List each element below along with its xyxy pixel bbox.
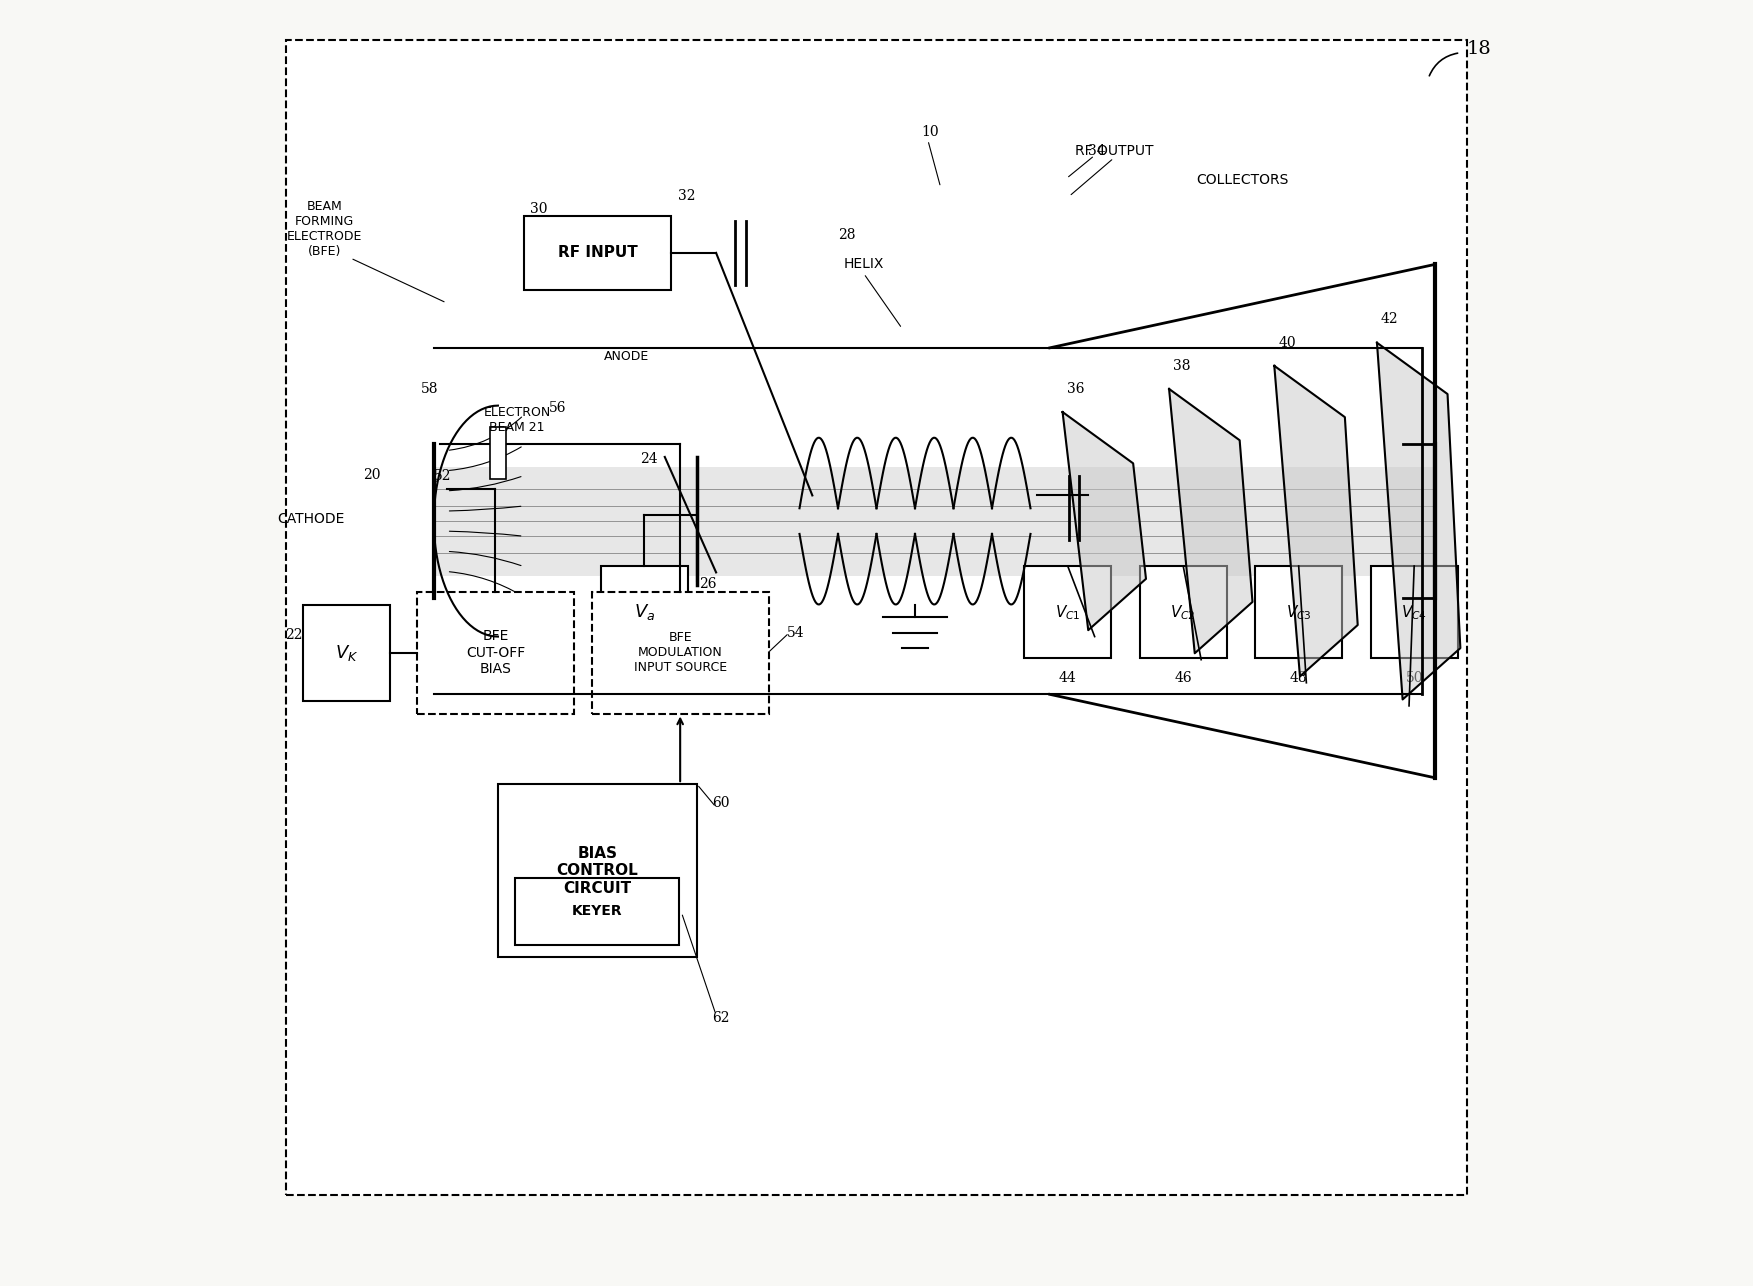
Text: $V_{C2}$: $V_{C2}$ <box>1171 603 1196 621</box>
Text: 56: 56 <box>549 401 566 415</box>
Text: BFE
MODULATION
INPUT SOURCE: BFE MODULATION INPUT SOURCE <box>633 631 727 674</box>
FancyBboxPatch shape <box>1139 566 1227 658</box>
Text: $V_K$: $V_K$ <box>335 643 358 662</box>
Text: 34: 34 <box>1089 144 1106 158</box>
Text: 36: 36 <box>1066 382 1083 396</box>
Text: 40: 40 <box>1278 336 1295 350</box>
Text: 48: 48 <box>1290 671 1308 685</box>
Polygon shape <box>1376 343 1460 700</box>
Text: 38: 38 <box>1173 359 1190 373</box>
Text: $V_{C4}$: $V_{C4}$ <box>1401 603 1427 621</box>
Bar <box>433 467 1434 576</box>
Text: HELIX: HELIX <box>843 257 884 271</box>
FancyBboxPatch shape <box>601 566 687 658</box>
Text: COLLECTORS: COLLECTORS <box>1196 174 1288 188</box>
Text: 50: 50 <box>1406 671 1423 685</box>
FancyBboxPatch shape <box>1255 566 1343 658</box>
FancyBboxPatch shape <box>1024 566 1111 658</box>
Text: BEAM
FORMING
ELECTRODE
(BFE): BEAM FORMING ELECTRODE (BFE) <box>287 201 363 258</box>
Text: 46: 46 <box>1175 671 1192 685</box>
Text: 24: 24 <box>640 453 657 467</box>
Text: 52: 52 <box>433 469 451 484</box>
Text: 28: 28 <box>838 228 855 242</box>
FancyBboxPatch shape <box>524 216 671 291</box>
Text: ANODE: ANODE <box>603 350 649 363</box>
Text: 54: 54 <box>787 625 805 639</box>
Text: 62: 62 <box>712 1011 729 1025</box>
Text: 18: 18 <box>1467 40 1492 58</box>
FancyBboxPatch shape <box>417 592 573 714</box>
Text: $V_{C1}$: $V_{C1}$ <box>1055 603 1080 621</box>
Text: 42: 42 <box>1381 312 1399 327</box>
Text: 20: 20 <box>363 468 380 482</box>
Text: 10: 10 <box>922 125 940 139</box>
FancyBboxPatch shape <box>515 878 678 944</box>
Polygon shape <box>1169 388 1252 653</box>
FancyBboxPatch shape <box>498 784 698 957</box>
Text: CATHODE: CATHODE <box>277 512 345 526</box>
Text: KEYER: KEYER <box>571 904 622 918</box>
Polygon shape <box>1062 412 1146 630</box>
FancyBboxPatch shape <box>1371 566 1458 658</box>
Text: RF OUTPUT: RF OUTPUT <box>1075 144 1153 158</box>
Bar <box>491 427 505 478</box>
Text: 44: 44 <box>1059 671 1076 685</box>
Text: $V_{C3}$: $V_{C3}$ <box>1285 603 1311 621</box>
Text: BIAS
CONTROL
CIRCUIT: BIAS CONTROL CIRCUIT <box>556 846 638 895</box>
Text: 58: 58 <box>421 382 438 396</box>
Text: 60: 60 <box>712 796 729 810</box>
Text: 32: 32 <box>678 189 696 203</box>
FancyBboxPatch shape <box>591 592 770 714</box>
Text: 30: 30 <box>529 202 547 216</box>
Text: BFE
CUT-OFF
BIAS: BFE CUT-OFF BIAS <box>466 629 524 676</box>
Text: 26: 26 <box>699 577 717 590</box>
Polygon shape <box>1274 365 1359 676</box>
Text: 22: 22 <box>286 628 303 642</box>
Text: RF INPUT: RF INPUT <box>557 246 638 260</box>
Text: ELECTRON
BEAM 21: ELECTRON BEAM 21 <box>484 405 550 433</box>
FancyBboxPatch shape <box>286 40 1467 1195</box>
Text: $V_a$: $V_a$ <box>633 602 656 622</box>
FancyBboxPatch shape <box>303 604 391 701</box>
